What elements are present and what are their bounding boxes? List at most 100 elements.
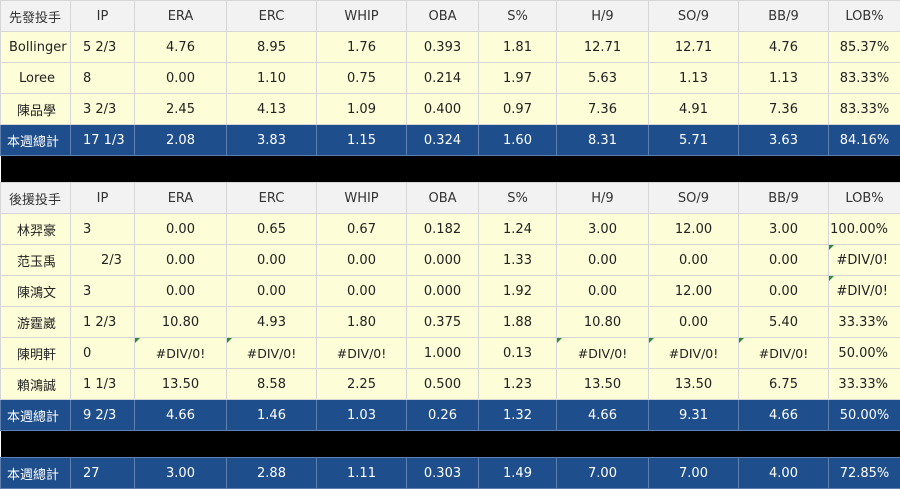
cell-era: 4.66 (135, 400, 227, 431)
col-header-erc: ERC (227, 183, 317, 214)
cell-lob-pct: 85.37% (829, 32, 900, 63)
cell-oba: 0.214 (407, 63, 479, 94)
cell-oba: 0.000 (407, 245, 479, 276)
cell-bb9-value: #DIV/0! (759, 346, 809, 361)
pitcher-name: 陳品學 (1, 94, 71, 125)
cell-so9: 9.31 (649, 400, 739, 431)
col-header-bb9: BB/9 (739, 1, 829, 32)
cell-so9: 1.13 (649, 63, 739, 94)
col-header-s-pct: S% (479, 1, 557, 32)
cell-bb9: 3.00 (739, 214, 829, 245)
cell-lob-pct: 100.00% (829, 214, 900, 245)
error-flag-icon (135, 338, 140, 343)
cell-bb9: 4.76 (739, 32, 829, 63)
cell-era: #DIV/0! (135, 338, 227, 369)
cell-s-pct: 1.24 (479, 214, 557, 245)
pitcher-name: 范玉禹 (1, 245, 71, 276)
cell-h9: 12.71 (557, 32, 649, 63)
table-row: Bollinger 5 2/3 4.76 8.95 1.76 0.393 1.8… (1, 32, 900, 63)
cell-h9: 3.00 (557, 214, 649, 245)
table-row: 陳品學 3 2/3 2.45 4.13 1.09 0.400 0.97 7.36… (1, 94, 900, 125)
cell-oba: 0.182 (407, 214, 479, 245)
cell-so9: 7.00 (649, 458, 739, 489)
col-header-era: ERA (135, 1, 227, 32)
col-header-so9: SO/9 (649, 1, 739, 32)
cell-bb9: 4.66 (739, 400, 829, 431)
col-header-h9: H/9 (557, 183, 649, 214)
pitcher-name: 陳明軒 (1, 338, 71, 369)
col-header-oba: OBA (407, 183, 479, 214)
table-row: 陳明軒 0 #DIV/0! #DIV/0! #DIV/0! 1.000 0.13… (1, 338, 900, 369)
cell-era: 13.50 (135, 369, 227, 400)
col-header-erc: ERC (227, 1, 317, 32)
cell-ip: 17 1/3 (71, 125, 135, 156)
cell-ip: 1 2/3 (71, 307, 135, 338)
cell-oba: 0.000 (407, 276, 479, 307)
cell-lob-pct: 33.33% (829, 369, 900, 400)
starters-total-row: 本週總計 17 1/3 2.08 3.83 1.15 0.324 1.60 8.… (1, 125, 900, 156)
col-header-whip: WHIP (317, 183, 407, 214)
cell-era-value: #DIV/0! (156, 346, 206, 361)
cell-oba: 0.500 (407, 369, 479, 400)
pitcher-name: Loree (1, 63, 71, 94)
cell-s-pct: 0.97 (479, 94, 557, 125)
starters-title: 先發投手 (1, 1, 71, 32)
error-flag-icon (829, 276, 834, 281)
cell-h9-value: #DIV/0! (578, 346, 628, 361)
cell-ip: 3 (71, 276, 135, 307)
cell-h9: 5.63 (557, 63, 649, 94)
cell-s-pct: 1.33 (479, 245, 557, 276)
cell-era: 2.08 (135, 125, 227, 156)
cell-bb9: 5.40 (739, 307, 829, 338)
cell-ip: 3 2/3 (71, 94, 135, 125)
col-header-ip: IP (71, 1, 135, 32)
cell-bb9: 4.00 (739, 458, 829, 489)
cell-era: 0.00 (135, 276, 227, 307)
cell-erc: 0.65 (227, 214, 317, 245)
cell-whip: 1.09 (317, 94, 407, 125)
error-flag-icon (739, 338, 744, 343)
cell-bb9: 0.00 (739, 245, 829, 276)
cell-bb9: 1.13 (739, 63, 829, 94)
cell-so9: 12.71 (649, 32, 739, 63)
cell-lob-pct: 50.00% (829, 338, 900, 369)
divider-bar (1, 431, 900, 458)
cell-ip: 1 1/3 (71, 369, 135, 400)
grand-total-row: 本週總計 27 3.00 2.88 1.11 0.303 1.49 7.00 7… (1, 458, 900, 489)
divider-bar (1, 156, 900, 183)
cell-oba: 0.324 (407, 125, 479, 156)
relievers-header-row: 後援投手 IP ERA ERC WHIP OBA S% H/9 SO/9 BB/… (1, 183, 900, 214)
cell-era: 2.45 (135, 94, 227, 125)
cell-so9: 12.00 (649, 214, 739, 245)
cell-so9: #DIV/0! (649, 338, 739, 369)
cell-lob-pct: 83.33% (829, 63, 900, 94)
cell-erc: 4.93 (227, 307, 317, 338)
cell-erc: 0.00 (227, 245, 317, 276)
cell-so9-value: #DIV/0! (669, 346, 719, 361)
cell-erc: 8.95 (227, 32, 317, 63)
cell-h9: 8.31 (557, 125, 649, 156)
cell-ip: 3 (71, 214, 135, 245)
pitcher-name: 林羿豪 (1, 214, 71, 245)
relievers-total-row: 本週總計 9 2/3 4.66 1.46 1.03 0.26 1.32 4.66… (1, 400, 900, 431)
cell-h9: 7.36 (557, 94, 649, 125)
cell-so9: 0.00 (649, 245, 739, 276)
cell-lob-pct: 84.16% (829, 125, 900, 156)
cell-s-pct: 1.60 (479, 125, 557, 156)
section-divider (1, 431, 900, 458)
cell-lob-pct: #DIV/0! (829, 276, 900, 307)
cell-bb9: 7.36 (739, 94, 829, 125)
cell-whip: 1.80 (317, 307, 407, 338)
cell-lob-pct: 33.33% (829, 307, 900, 338)
error-flag-icon (829, 245, 834, 250)
cell-oba: 0.26 (407, 400, 479, 431)
cell-bb9: 3.63 (739, 125, 829, 156)
cell-erc-value: #DIV/0! (247, 346, 297, 361)
pitcher-name: 賴鴻誠 (1, 369, 71, 400)
section-divider (1, 156, 900, 183)
cell-lob-pct-value: #DIV/0! (837, 284, 889, 299)
cell-so9: 0.00 (649, 307, 739, 338)
cell-h9: 10.80 (557, 307, 649, 338)
error-flag-icon (557, 338, 562, 343)
col-header-lob-pct: LOB% (829, 183, 900, 214)
